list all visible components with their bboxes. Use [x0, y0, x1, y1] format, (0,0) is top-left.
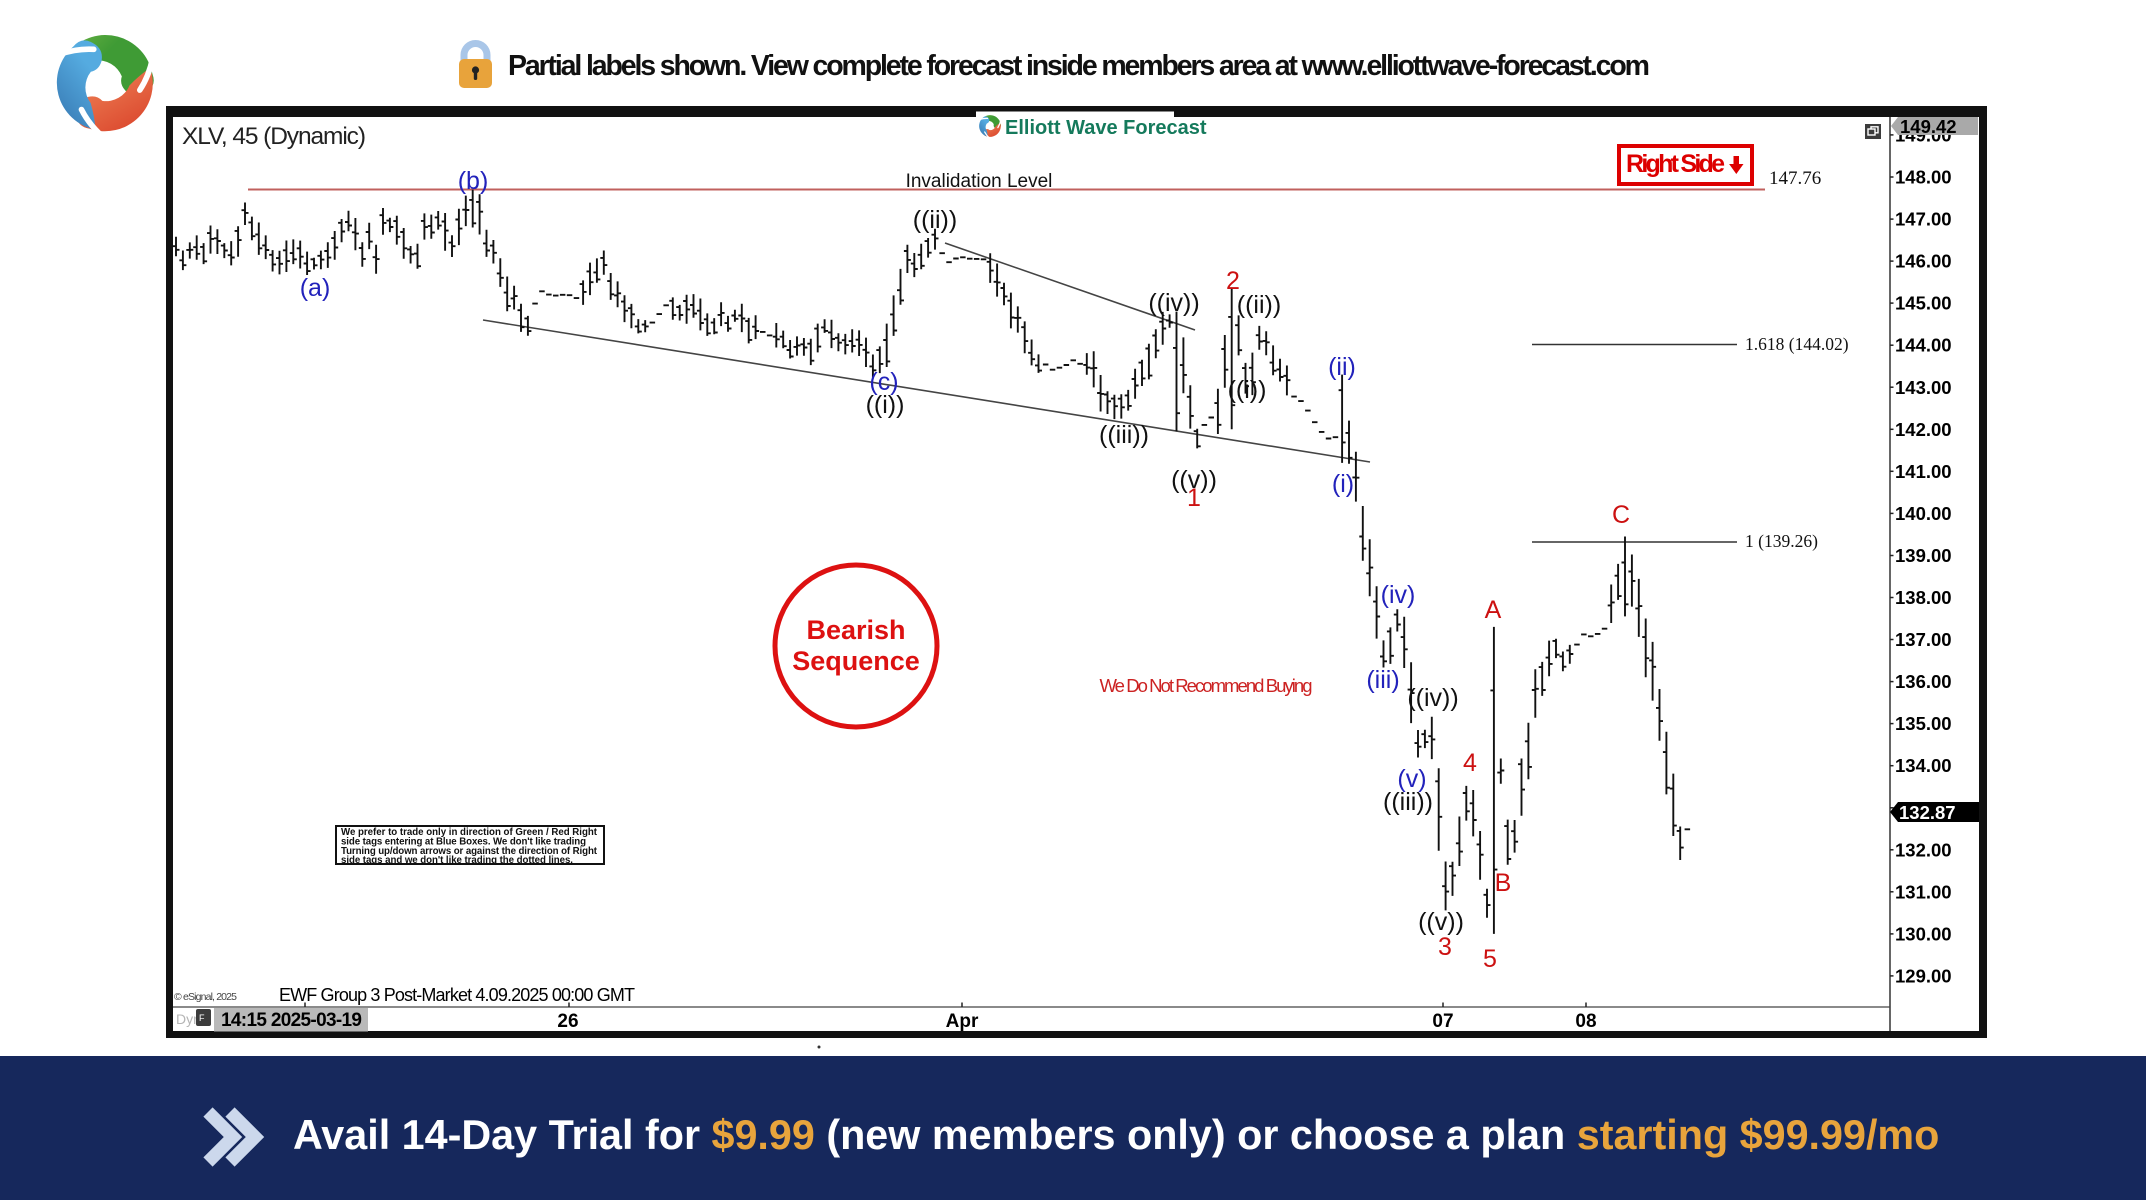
svg-text:130.00: 130.00 [1895, 923, 1952, 944]
svg-text:3: 3 [1438, 933, 1452, 961]
svg-text:26: 26 [557, 1011, 578, 1032]
svg-text:129.00: 129.00 [1895, 965, 1952, 986]
svg-text:148.00: 148.00 [1895, 167, 1952, 188]
svg-text:138.00: 138.00 [1895, 587, 1952, 608]
svg-text:5: 5 [1483, 945, 1497, 973]
svg-text:140.00: 140.00 [1895, 503, 1952, 524]
svg-text:08: 08 [1575, 1011, 1596, 1032]
svg-text:Elliott Wave Forecast: Elliott Wave Forecast [1005, 117, 1207, 139]
svg-text:132.00: 132.00 [1895, 839, 1952, 860]
svg-text:Partial labels shown. View com: Partial labels shown. View complete fore… [508, 50, 1650, 82]
svg-text:136.00: 136.00 [1895, 671, 1952, 692]
svg-text:139.00: 139.00 [1895, 545, 1952, 566]
svg-text:145.00: 145.00 [1895, 293, 1952, 314]
svg-text:Bearish: Bearish [806, 615, 905, 645]
svg-text:((iii)): ((iii)) [1099, 421, 1149, 449]
svg-text:4: 4 [1463, 749, 1477, 777]
svg-text:C: C [1612, 501, 1630, 529]
svg-text:2: 2 [1226, 267, 1240, 295]
svg-text:142.00: 142.00 [1895, 419, 1952, 440]
svg-text:((i)): ((i)) [1228, 376, 1267, 404]
svg-text:134.00: 134.00 [1895, 755, 1952, 776]
svg-text:(a): (a) [300, 274, 331, 302]
svg-text:Apr: Apr [946, 1011, 979, 1032]
svg-text:((ii)): ((ii)) [1237, 291, 1281, 319]
svg-text:((i)): ((i)) [866, 391, 905, 419]
svg-text:We prefer to trade only in dir: We prefer to trade only in direction of … [341, 827, 598, 838]
svg-text:147.00: 147.00 [1895, 209, 1952, 230]
svg-text:141.00: 141.00 [1895, 461, 1952, 482]
svg-text:Turning up/down arrows or agai: Turning up/down arrows or against the di… [341, 846, 598, 857]
svg-text:147.76: 147.76 [1769, 168, 1821, 189]
svg-text:1.618 (144.02): 1.618 (144.02) [1745, 334, 1849, 354]
svg-text:(b): (b) [458, 167, 489, 195]
svg-text:(i): (i) [1332, 470, 1354, 498]
svg-text:07: 07 [1432, 1011, 1453, 1032]
svg-text:(ii): (ii) [1328, 353, 1356, 381]
svg-text:((v)): ((v)) [1418, 908, 1464, 936]
svg-text:((iii)): ((iii)) [1383, 788, 1433, 816]
svg-text:(iii): (iii) [1366, 666, 1399, 694]
svg-text:side tags and we don't like tr: side tags and we don't like trading the … [341, 855, 573, 866]
svg-text:1 (139.26): 1 (139.26) [1745, 531, 1818, 551]
svg-text:(c): (c) [869, 368, 898, 396]
svg-text:Right Side: Right Side [1626, 150, 1725, 178]
svg-text:143.00: 143.00 [1895, 377, 1952, 398]
svg-text:132.87: 132.87 [1899, 802, 1956, 823]
svg-text:((ii)): ((ii)) [913, 206, 957, 234]
svg-text:B: B [1495, 869, 1512, 897]
svg-text:131.00: 131.00 [1895, 881, 1952, 902]
svg-text:We Do Not Recommend Buying: We Do Not Recommend Buying [1100, 675, 1313, 696]
svg-text:((iv)): ((iv)) [1148, 289, 1199, 317]
svg-text:((iv)): ((iv)) [1407, 684, 1458, 712]
svg-text:1: 1 [1187, 484, 1201, 512]
svg-text:© eSignal, 2025: © eSignal, 2025 [174, 991, 237, 1003]
svg-text:Invalidation Level: Invalidation Level [906, 171, 1053, 192]
svg-text:F: F [199, 1013, 205, 1023]
svg-text:135.00: 135.00 [1895, 713, 1952, 734]
svg-text:EWF Group 3 Post-Market 4.09.2: EWF Group 3 Post-Market 4.09.2025 00:00 … [279, 985, 635, 1005]
svg-text:137.00: 137.00 [1895, 629, 1952, 650]
svg-text:14:15 2025-03-19: 14:15 2025-03-19 [221, 1010, 362, 1031]
svg-text:Sequence: Sequence [792, 646, 920, 676]
svg-text:XLV, 45 (Dynamic): XLV, 45 (Dynamic) [182, 123, 366, 150]
svg-text:A: A [1485, 596, 1502, 624]
svg-text:144.00: 144.00 [1895, 335, 1952, 356]
svg-text:149.42: 149.42 [1900, 116, 1957, 137]
svg-text:(v): (v) [1397, 765, 1426, 793]
svg-text:Dyn: Dyn [176, 1011, 201, 1027]
svg-text:(iv): (iv) [1381, 581, 1416, 609]
svg-text:side tags entering at Blue Box: side tags entering at Blue Boxes. We don… [341, 837, 586, 848]
svg-text:146.00: 146.00 [1895, 251, 1952, 272]
svg-text:((v)): ((v)) [1171, 466, 1217, 494]
